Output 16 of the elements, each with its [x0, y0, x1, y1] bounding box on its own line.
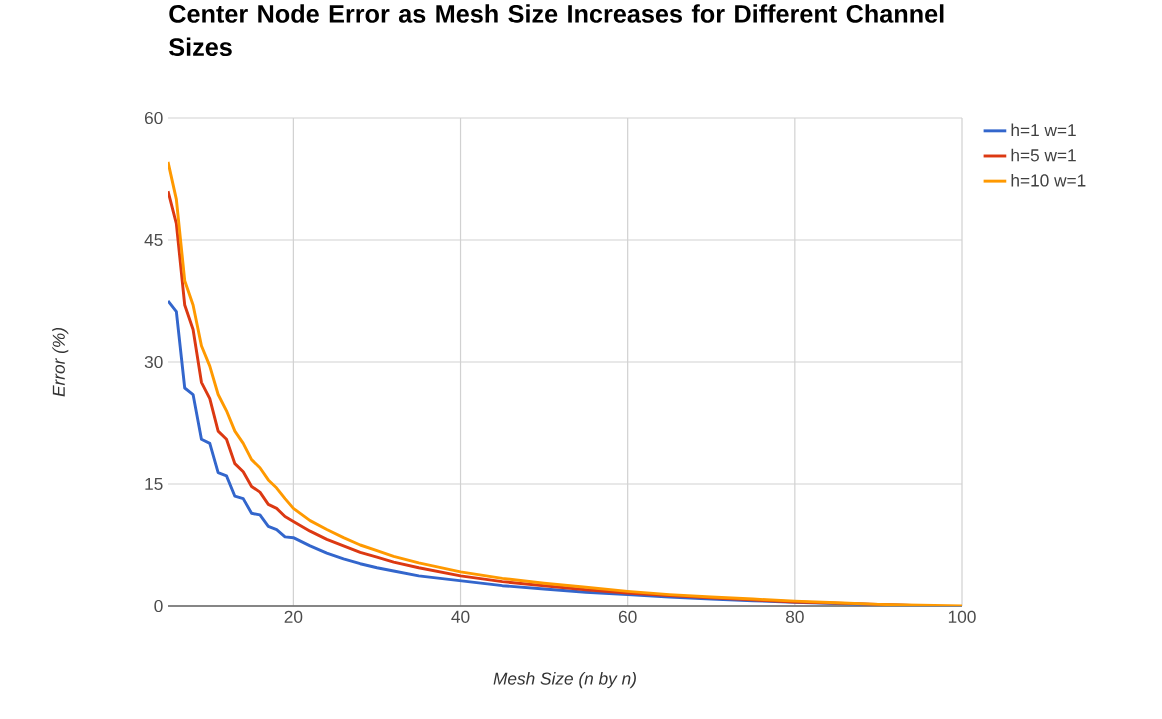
y-tick-label: 30 [144, 355, 163, 369]
y-tick-label: 0 [154, 599, 163, 613]
x-tick-label: 20 [284, 610, 303, 623]
x-tick-label: 60 [618, 610, 637, 623]
x-tick-label: 40 [451, 610, 470, 623]
y-tick-label: 15 [145, 477, 163, 491]
x-axis-title: Mesh Size (n by n) [493, 672, 636, 689]
y-axis-title: Error (%) [52, 328, 69, 397]
y-tick-label: 45 [144, 233, 163, 247]
legend-label: h=5 w=1 [1011, 148, 1076, 162]
chart-title: Center Node Error as Mesh Size Increases for Different Channel Sizes [169, 4, 944, 56]
legend-label: h=1 w=1 [1011, 123, 1076, 137]
y-tick-label: 60 [144, 111, 163, 125]
legend-label: h=10 w=1 [1011, 173, 1086, 187]
x-tick-label: 80 [785, 610, 804, 623]
x-tick-label: 100 [948, 610, 976, 623]
